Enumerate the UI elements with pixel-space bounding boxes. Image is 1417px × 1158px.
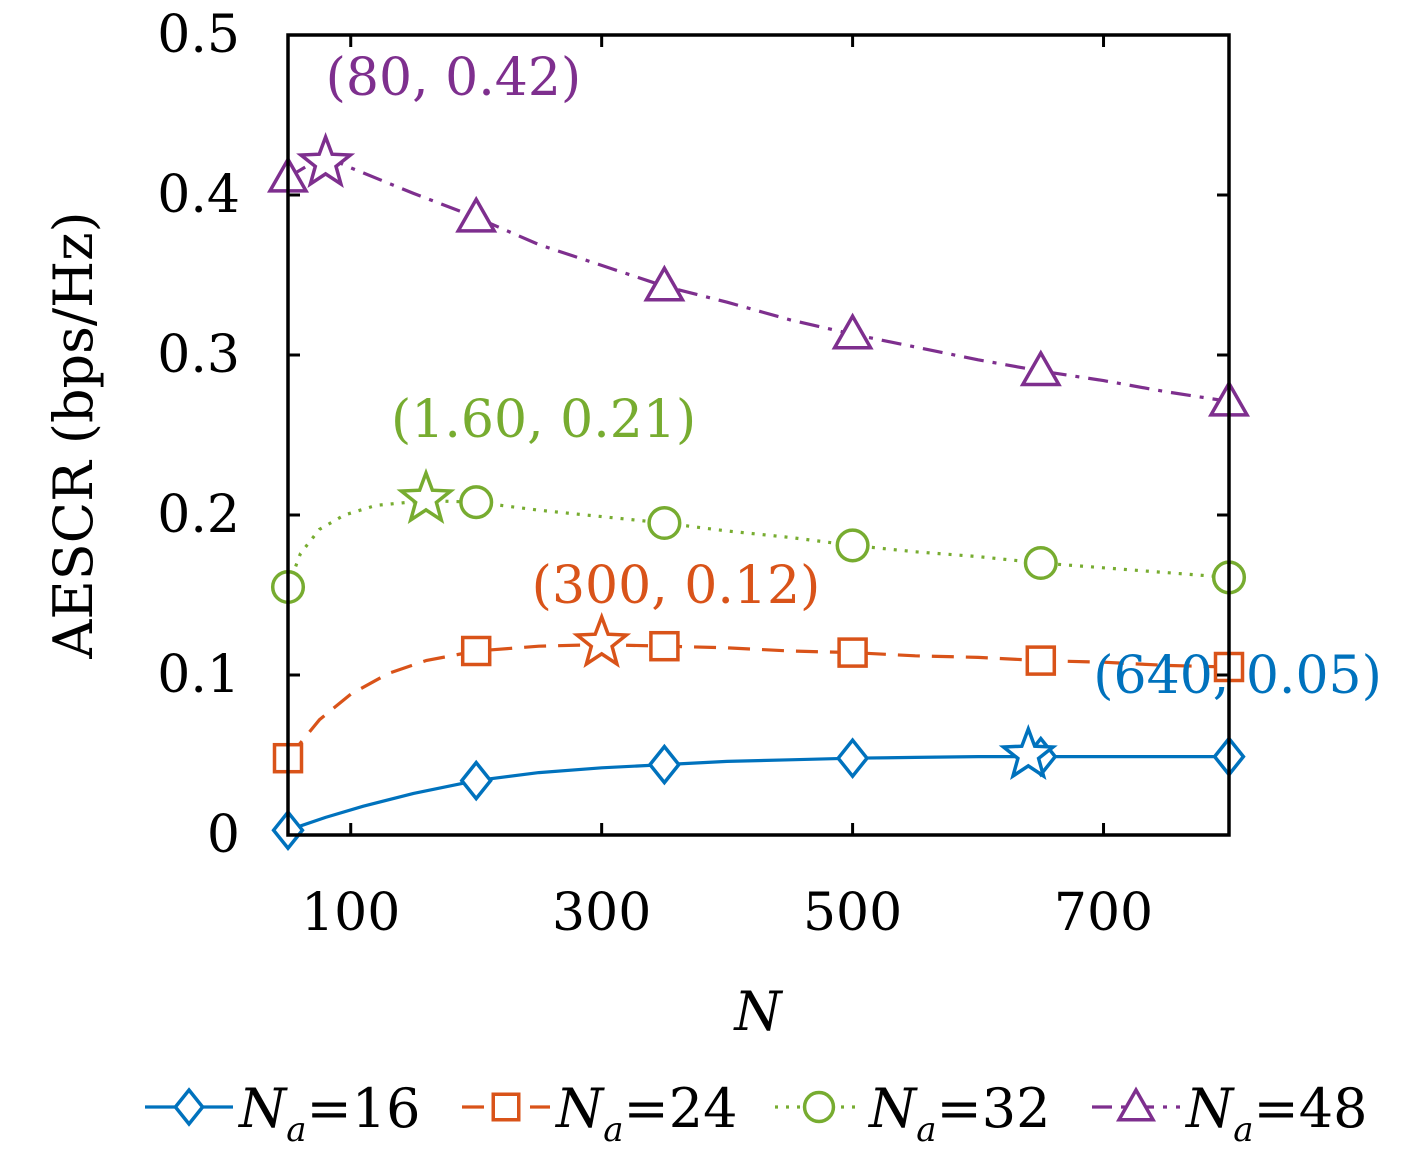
legend-label: Na=32 <box>867 1077 1051 1150</box>
data-point <box>831 312 874 350</box>
legend: Na=16 Na=24 Na=32 Na=48 <box>145 1077 1368 1150</box>
y-tick-label: 0.3 <box>157 325 240 385</box>
data-point <box>1023 545 1058 581</box>
data-point <box>455 195 498 233</box>
series-line <box>287 755 1229 832</box>
data-point <box>835 737 870 780</box>
optimum-star <box>998 724 1058 781</box>
optimum-star <box>572 612 632 669</box>
optimum-star <box>296 132 356 189</box>
axis-ticks: 100 300 500 700 0 0.1 0.2 0.3 0.4 0.5 <box>157 5 1229 943</box>
series-line <box>286 643 1230 760</box>
legend-swatch-marker <box>1115 1086 1157 1122</box>
data-point <box>1019 349 1062 387</box>
legend-label: Na=16 <box>237 1077 421 1150</box>
y-tick-label: 0.4 <box>157 165 240 225</box>
legend-swatch-marker <box>491 1092 521 1122</box>
y-tick-label: 0.2 <box>157 485 240 545</box>
y-tick-label: 0 <box>207 805 240 865</box>
x-tick-label: 500 <box>803 883 902 943</box>
plot-frame <box>286 33 1231 837</box>
data-point <box>647 505 682 541</box>
y-tick-label: 0.1 <box>157 645 240 705</box>
optimum-annotation: (300, 0.12) <box>532 556 821 616</box>
data-point <box>643 264 686 302</box>
data-point <box>459 485 494 520</box>
optimum-annotation: (1.60, 0.21) <box>391 390 696 450</box>
y-tick-label: 0.5 <box>157 5 240 65</box>
data-point <box>649 630 680 662</box>
optimum-annotation: (80, 0.42) <box>326 48 582 108</box>
x-tick-label: 100 <box>301 883 400 943</box>
legend-label: Na=48 <box>1184 1077 1368 1150</box>
optimum-annotation: (640, 0.05) <box>1093 646 1382 706</box>
data-point <box>1025 645 1057 676</box>
x-tick-label: 300 <box>552 883 651 943</box>
data-point <box>837 637 868 668</box>
data-point <box>459 759 493 802</box>
y-axis-label: AESCR (bps/Hz) <box>42 211 105 659</box>
plot-area: (640, 0.05) (300, 0.12) (1.60, 0.21) (80, 0… <box>266 48 1382 852</box>
optimum-star <box>396 467 456 525</box>
data-point <box>647 743 682 786</box>
legend-swatch-marker <box>173 1087 205 1127</box>
x-tick-label: 700 <box>1054 883 1153 943</box>
data-point <box>835 528 870 563</box>
x-axis-label: N <box>732 980 783 1043</box>
data-point <box>460 635 492 667</box>
legend-swatch-marker <box>802 1090 836 1124</box>
legend-label: Na=24 <box>554 1077 738 1150</box>
series-line <box>287 155 1230 403</box>
